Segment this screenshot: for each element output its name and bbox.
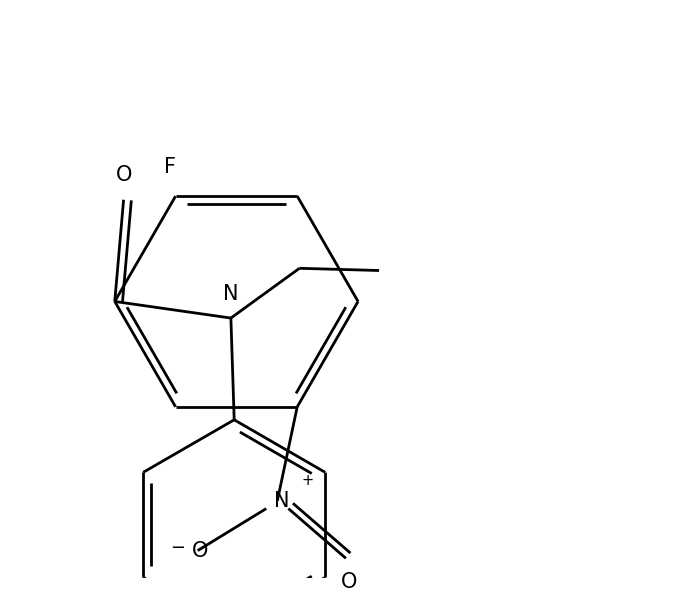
Text: O: O <box>115 165 132 185</box>
Text: +: + <box>302 473 314 488</box>
Text: N: N <box>223 284 239 304</box>
Text: −: − <box>170 539 185 558</box>
Text: F: F <box>164 157 176 177</box>
Text: O: O <box>341 572 357 592</box>
Text: O: O <box>192 540 208 561</box>
Text: N: N <box>274 491 289 511</box>
